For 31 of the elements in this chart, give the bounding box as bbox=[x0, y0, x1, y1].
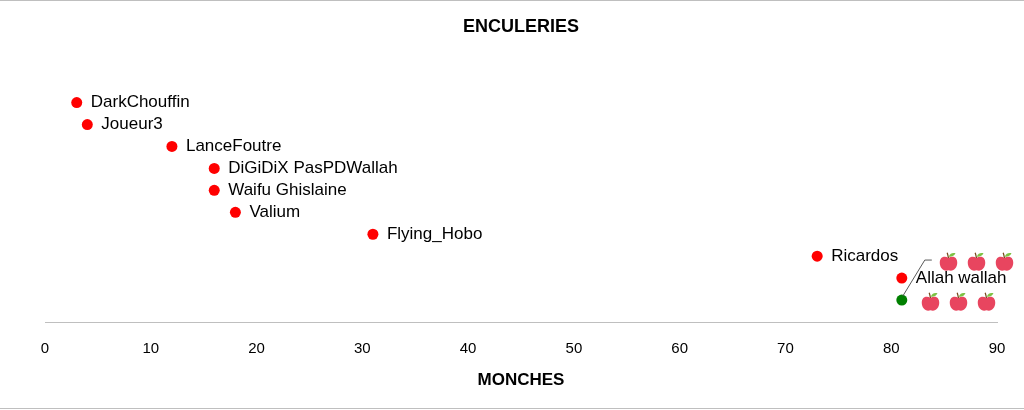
point bbox=[208, 162, 220, 174]
annotation: Flying_Hobo bbox=[386, 223, 483, 243]
chart-title: ENCULERIES bbox=[462, 15, 580, 36]
annotation: Valium bbox=[249, 201, 301, 221]
annotation: LanceFoutre bbox=[185, 136, 282, 156]
x-tick-label: 80 bbox=[882, 339, 900, 357]
point bbox=[811, 250, 823, 262]
x-tick-label: 20 bbox=[248, 339, 265, 357]
x-tick-label: 40 bbox=[459, 339, 477, 357]
annotation: DiGiDiX PasPDWallah bbox=[228, 158, 398, 178]
x-tick-label: 30 bbox=[353, 339, 371, 357]
annotation: Allah wallah bbox=[915, 267, 1007, 287]
annotation: Ricardos bbox=[831, 245, 899, 265]
x-tick-label: 0 bbox=[40, 339, 50, 357]
x-tick-label: 90 bbox=[988, 339, 1006, 357]
point bbox=[71, 97, 83, 109]
annotation: Waifu Ghislaine bbox=[228, 180, 347, 200]
x-tick-label: 60 bbox=[671, 339, 689, 357]
point bbox=[208, 184, 220, 196]
point bbox=[81, 119, 93, 131]
point bbox=[896, 272, 908, 284]
annotation: Joueur3 bbox=[101, 114, 163, 134]
x-tick-label: 70 bbox=[777, 339, 794, 357]
annotation: DarkChouffin bbox=[90, 92, 190, 112]
x-axis-title: MONCHES bbox=[477, 370, 565, 390]
point bbox=[166, 140, 178, 152]
point bbox=[229, 206, 241, 218]
point bbox=[896, 294, 908, 306]
x-tick-label: 10 bbox=[142, 339, 160, 357]
x-tick-label: 50 bbox=[565, 339, 583, 357]
point bbox=[367, 228, 379, 240]
